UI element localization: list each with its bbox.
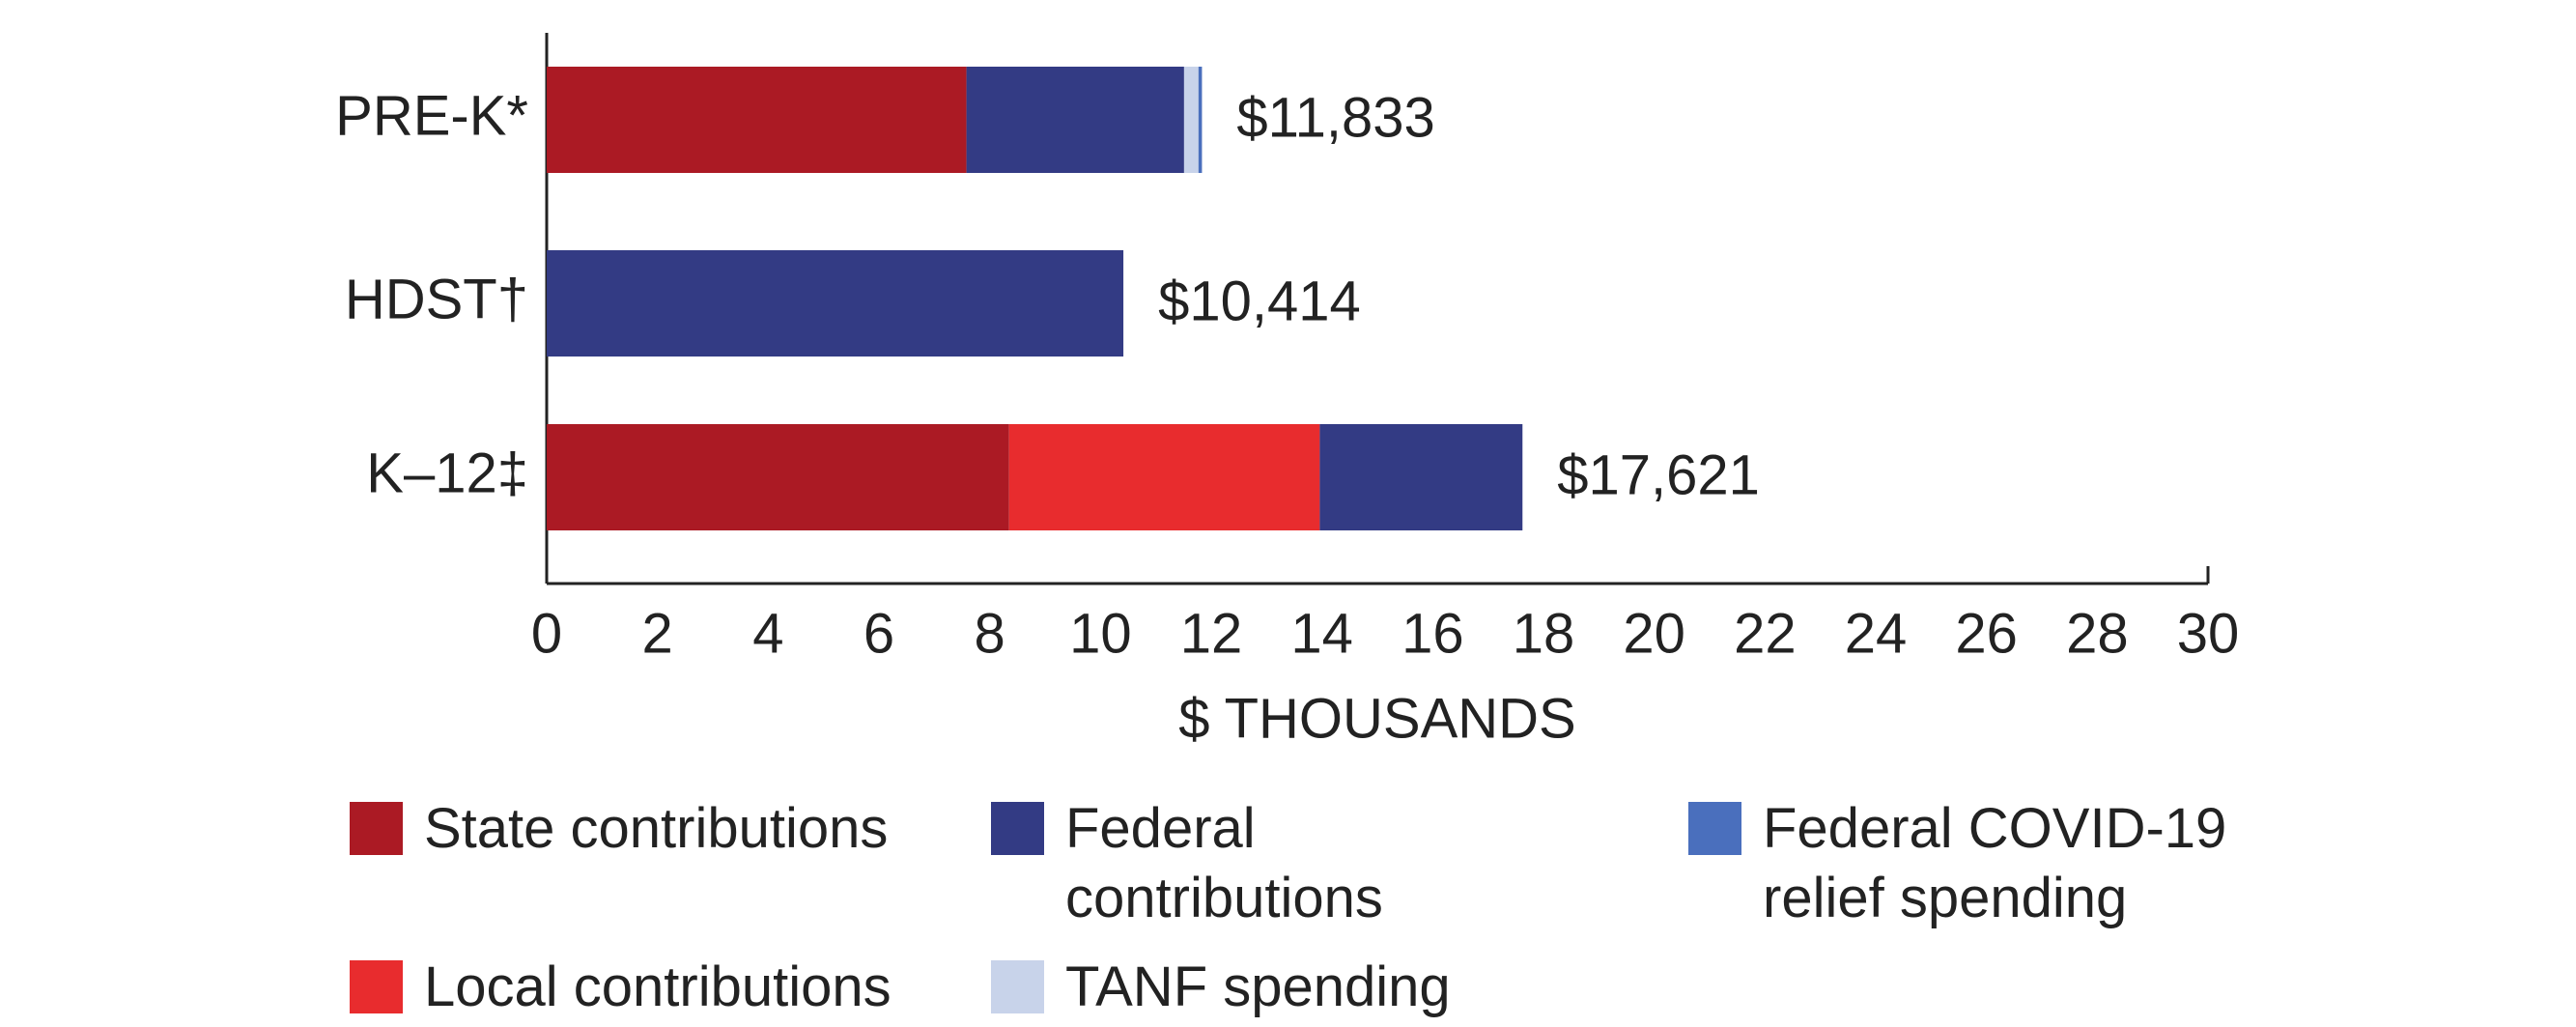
- x-tick-label: 16: [1401, 602, 1464, 665]
- legend-swatch: [991, 802, 1044, 855]
- legend-label: Federal COVID-19 relief spending: [1763, 797, 2227, 929]
- legend-swatch: [350, 802, 403, 855]
- x-axis-label: $ THOUSANDS: [1178, 687, 1575, 750]
- legend: State contributions Federal contributions…: [350, 794, 2268, 1022]
- total-label: $10,414: [1158, 270, 1361, 332]
- legend-item: Federal COVID-19 relief spending: [1688, 794, 2268, 933]
- x-tick-label: 6: [863, 602, 894, 665]
- x-tick-label: 26: [1955, 602, 2018, 665]
- legend-label: State contributions: [424, 797, 889, 860]
- bar-segment: [1183, 67, 1199, 173]
- bar-segment: [547, 250, 1124, 357]
- x-tick-label: 24: [1845, 602, 1908, 665]
- category-label: HDST†: [345, 268, 528, 330]
- x-tick-label: 30: [2177, 602, 2240, 665]
- x-tick-label: 28: [2066, 602, 2129, 665]
- total-label: $17,621: [1557, 443, 1760, 506]
- legend-label: Federal contributions: [1065, 797, 1383, 929]
- x-tick-label: 4: [752, 602, 783, 665]
- total-label: $11,833: [1236, 86, 1434, 149]
- x-tick-label: 12: [1180, 602, 1243, 665]
- bar-segment: [1008, 424, 1320, 530]
- x-tick-label: 22: [1734, 602, 1797, 665]
- x-tick-label: 0: [531, 602, 562, 665]
- category-label: K–12‡: [366, 442, 528, 504]
- legend-label: Local contributions: [424, 956, 892, 1018]
- x-tick-label: 14: [1290, 602, 1353, 665]
- bar-segment: [547, 424, 1009, 530]
- bar-segment: [1198, 67, 1203, 173]
- legend-item: State contributions: [350, 794, 991, 933]
- bar-segment: [966, 67, 1184, 173]
- legend-swatch: [991, 960, 1044, 1013]
- x-tick-label: 2: [642, 602, 673, 665]
- legend-swatch: [350, 960, 403, 1013]
- bar-segment: [547, 67, 967, 173]
- x-tick-label: 18: [1513, 602, 1575, 665]
- category-label: PRE-K*: [335, 84, 528, 147]
- legend-item: TANF spending: [991, 953, 1688, 1022]
- x-tick-label: 8: [975, 602, 1005, 665]
- x-tick-label: 10: [1069, 602, 1132, 665]
- legend-item: Federal contributions: [991, 794, 1688, 933]
- bar-segment: [1319, 424, 1523, 530]
- legend-item: Local contributions: [350, 953, 991, 1022]
- legend-swatch: [1688, 802, 1741, 855]
- x-tick-label: 20: [1623, 602, 1685, 665]
- legend-label: TANF spending: [1065, 956, 1451, 1018]
